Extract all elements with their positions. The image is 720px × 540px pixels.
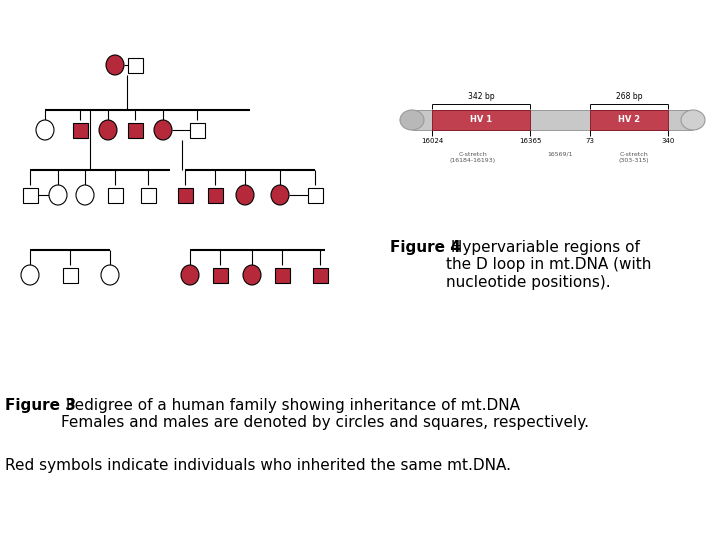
Text: Red symbols indicate individuals who inherited the same mt.DNA.: Red symbols indicate individuals who inh… (5, 458, 511, 473)
Bar (189, 123, 204, 138)
Text: Pedigree of a human family showing inheritance of mt.DNA
Females and males are d: Pedigree of a human family showing inher… (61, 398, 589, 430)
Ellipse shape (271, 185, 289, 205)
Bar (107, 187, 122, 202)
Bar (140, 187, 156, 202)
Text: HV 1: HV 1 (470, 116, 492, 125)
Bar (307, 187, 323, 202)
Bar (432, 110, 530, 130)
Text: Hypervariable regions of
the D loop in mt.DNA (with
nucleotide positions).: Hypervariable regions of the D loop in m… (446, 240, 652, 290)
Text: 342 bp: 342 bp (468, 92, 495, 101)
Ellipse shape (181, 265, 199, 285)
Text: 16569/1: 16569/1 (547, 152, 572, 157)
Bar (63, 267, 78, 282)
Ellipse shape (36, 120, 54, 140)
Text: 268 bp: 268 bp (616, 92, 642, 101)
Ellipse shape (243, 265, 261, 285)
Text: 340: 340 (661, 138, 675, 144)
Ellipse shape (99, 120, 117, 140)
Ellipse shape (154, 120, 172, 140)
Bar (73, 123, 88, 138)
Text: HV 2: HV 2 (618, 116, 640, 125)
Bar (127, 57, 143, 72)
Text: 16024: 16024 (421, 138, 443, 144)
Text: 16365: 16365 (519, 138, 541, 144)
Text: 73: 73 (585, 138, 595, 144)
Ellipse shape (106, 55, 124, 75)
Text: Figure 4: Figure 4 (390, 240, 461, 255)
Ellipse shape (236, 185, 254, 205)
Text: Figure 3: Figure 3 (5, 398, 76, 413)
Bar (212, 267, 228, 282)
Text: C-stretch
(303-315): C-stretch (303-315) (618, 152, 649, 163)
Bar (312, 267, 328, 282)
Ellipse shape (681, 110, 705, 130)
Ellipse shape (49, 185, 67, 205)
Bar (178, 187, 192, 202)
Bar (127, 123, 143, 138)
Ellipse shape (101, 265, 119, 285)
Bar (274, 267, 289, 282)
Bar (412, 110, 693, 130)
Bar (590, 110, 668, 130)
Bar (22, 187, 37, 202)
Ellipse shape (21, 265, 39, 285)
Ellipse shape (400, 110, 424, 130)
Text: C-stretch
(16184-16193): C-stretch (16184-16193) (450, 152, 496, 163)
Ellipse shape (76, 185, 94, 205)
Bar (207, 187, 222, 202)
